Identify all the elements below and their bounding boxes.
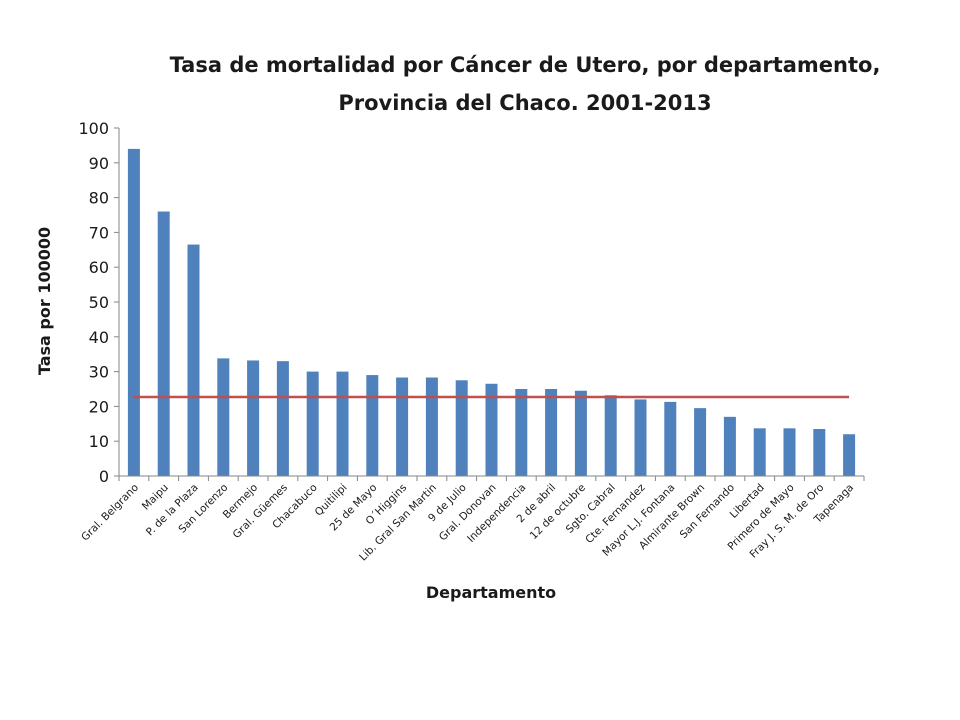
bar — [306, 371, 319, 476]
y-tick-label: 90 — [89, 154, 109, 173]
bar — [545, 389, 558, 476]
bar — [664, 401, 677, 476]
bar — [157, 211, 170, 476]
y-tick-label: 100 — [78, 119, 109, 138]
chart-title-line-1: Tasa de mortalidad por Cáncer de Utero, … — [169, 53, 881, 77]
y-tick-label: 20 — [89, 397, 109, 416]
bar — [336, 371, 349, 476]
y-tick-label: 70 — [89, 223, 109, 242]
y-tick-label: 80 — [89, 189, 109, 208]
bar — [634, 399, 647, 476]
bar — [723, 416, 736, 476]
bar — [455, 380, 468, 476]
y-axis-ticks: 0 10 20 30 40 50 60 70 80 90 100 — [78, 119, 119, 486]
bar — [783, 428, 796, 476]
bar — [813, 429, 826, 476]
y-tick-label: 40 — [89, 328, 109, 347]
y-axis-title: Tasa por 100000 — [35, 227, 54, 375]
bar — [425, 377, 438, 476]
bar — [396, 377, 409, 476]
bar — [515, 389, 528, 476]
chart-title: Tasa de mortalidad por Cáncer de Utero, … — [100, 46, 950, 122]
bar — [127, 148, 140, 476]
bar — [366, 375, 379, 476]
y-tick-label: 0 — [99, 467, 109, 486]
y-tick-label: 60 — [89, 258, 109, 277]
bar — [574, 390, 587, 476]
bar — [276, 361, 289, 476]
chart-title-line-2: Provincia del Chaco. 2001-2013 — [338, 91, 712, 115]
bar — [187, 244, 200, 476]
x-tick-label: Gral. Belgrano — [79, 482, 141, 544]
y-tick-label: 10 — [89, 432, 109, 451]
bars — [127, 148, 856, 476]
x-axis-title: Departamento — [426, 583, 556, 602]
bar — [485, 383, 498, 476]
bar — [843, 434, 856, 476]
y-tick-label: 30 — [89, 363, 109, 382]
bar — [604, 395, 617, 476]
bar — [217, 358, 230, 476]
bar — [247, 360, 260, 476]
bar — [694, 408, 707, 476]
bar — [753, 428, 766, 476]
y-tick-label: 50 — [89, 293, 109, 312]
